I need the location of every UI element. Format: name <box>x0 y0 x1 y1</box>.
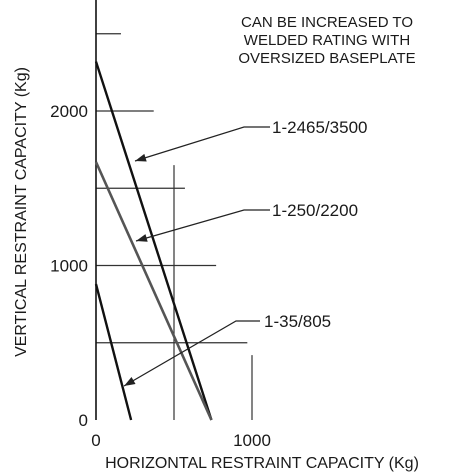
annotation-line-1: CAN BE INCREASED TO <box>241 14 413 31</box>
x-axis-label: HORIZONTAL RESTRAINT CAPACITY (Kg) <box>105 455 419 472</box>
series-line <box>94 61 213 421</box>
x-tick-label: 0 <box>91 431 100 450</box>
arrowhead <box>124 377 136 386</box>
series-lines <box>94 61 213 421</box>
leader-lines <box>123 126 270 387</box>
arrowhead <box>135 153 147 162</box>
grid <box>96 33 253 420</box>
tick-labels: 0 1000 2000 0 1000 <box>50 102 271 450</box>
series-labels: 1-2465/3500 1-250/2200 1-35/805 <box>264 118 367 331</box>
y-axis-label: VERTICAL RESTRAINT CAPACITY (Kg) <box>13 67 30 357</box>
arrowhead <box>136 234 148 242</box>
series-label: 1-2465/3500 <box>272 118 367 137</box>
y-tick-label: 0 <box>79 411 88 430</box>
y-tick-label: 1000 <box>50 257 88 276</box>
y-tick-label: 2000 <box>50 102 88 121</box>
annotation-line-3: OVERSIZED BASEPLATE <box>238 50 415 67</box>
series-line <box>94 161 213 421</box>
series-label: 1-250/2200 <box>272 201 358 220</box>
series-line <box>94 283 133 421</box>
series-label: 1-35/805 <box>264 312 331 331</box>
leader-line <box>134 126 270 162</box>
leader-line <box>123 320 260 387</box>
leader-line <box>135 209 270 242</box>
x-tick-label: 1000 <box>233 431 271 450</box>
annotation-line-2: WELDED RATING WITH <box>244 32 410 49</box>
